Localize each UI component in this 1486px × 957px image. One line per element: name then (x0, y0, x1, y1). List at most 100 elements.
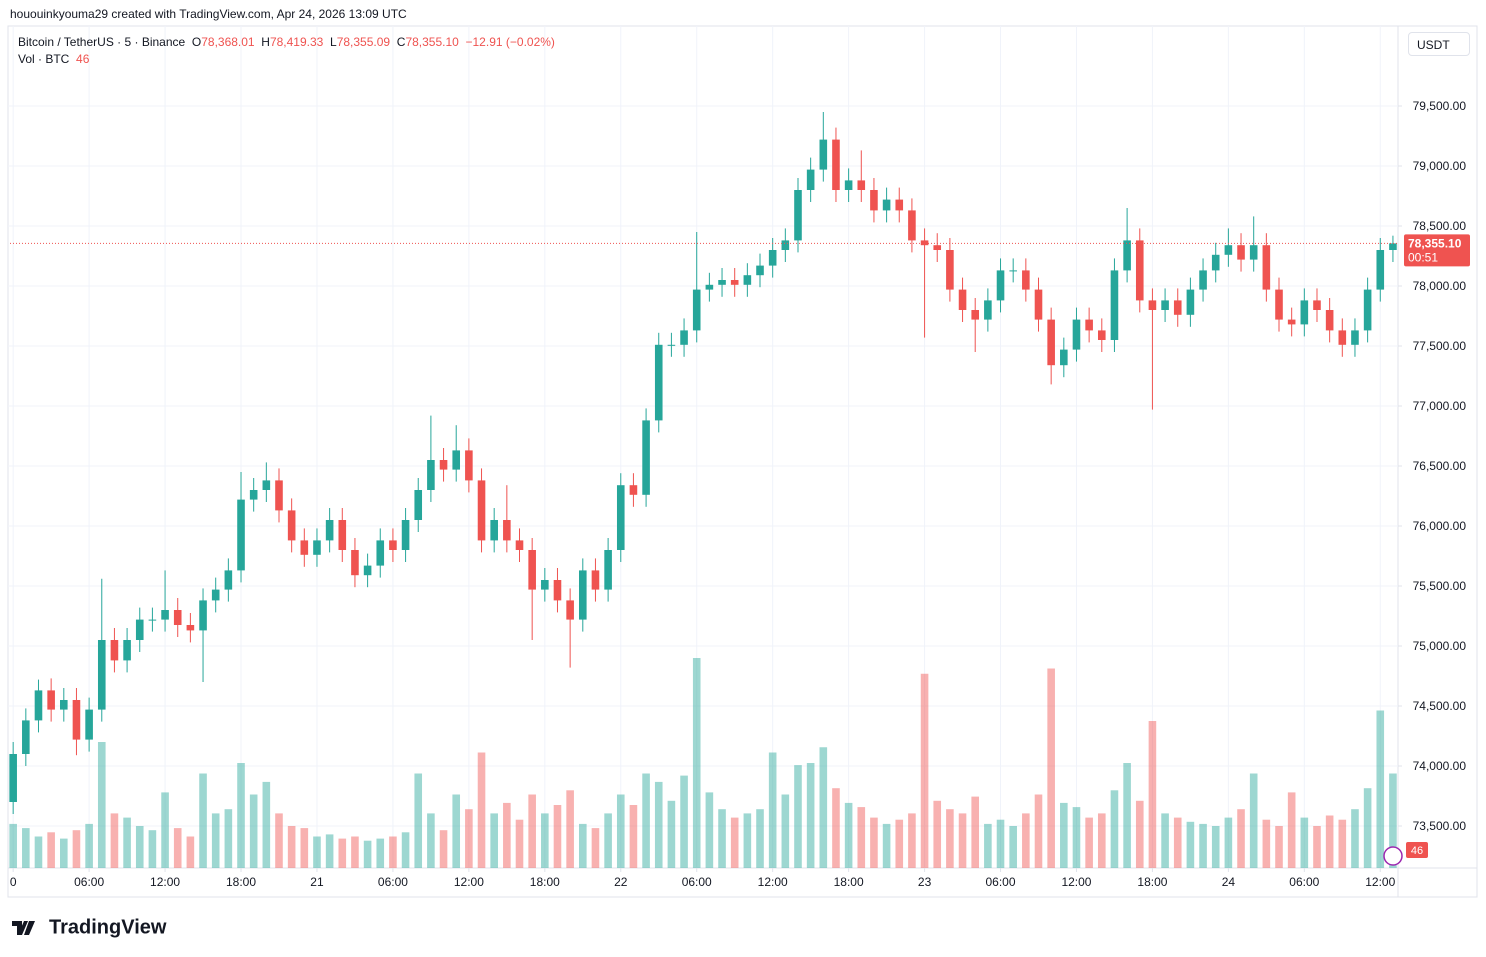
candle-body (313, 540, 321, 555)
volume-bar (692, 658, 701, 868)
volume-bar (882, 823, 891, 868)
candle-body (389, 540, 397, 550)
candle-body (211, 589, 220, 601)
candle-body (718, 280, 726, 285)
volume-bar (452, 794, 461, 868)
x-tick-label: 06:00 (682, 875, 712, 889)
x-tick-label: 06:00 (378, 875, 408, 889)
attribution: hououinkyouma29 created with TradingView… (10, 7, 407, 21)
volume-bar (401, 832, 410, 868)
ohlc-value: 78,419.33 (269, 35, 324, 49)
x-tick-label: 12:00 (454, 875, 484, 889)
volume-bar (313, 836, 321, 868)
candle-body (756, 265, 764, 276)
candle-body (262, 480, 271, 490)
candle-body (996, 270, 1005, 301)
volume-bar (1110, 790, 1119, 868)
change: −12.91 (465, 35, 503, 49)
volume-bar (528, 794, 536, 868)
volume-bar (249, 794, 258, 868)
volume-bar (984, 823, 992, 868)
volume-bar (806, 763, 815, 868)
volume-bar (110, 813, 119, 868)
candle-body (667, 344, 676, 346)
candle-body (22, 720, 30, 754)
candle-body (1173, 300, 1182, 315)
volume-bar (654, 781, 663, 868)
volume-bar (832, 788, 840, 868)
currency-button[interactable]: USDT (1408, 32, 1470, 56)
candle-body (566, 600, 574, 620)
volume-bar (173, 828, 182, 868)
y-tick-label: 78,500.00 (1413, 219, 1467, 233)
candle-body (1376, 250, 1385, 290)
x-tick-label: 06:00 (1289, 875, 1319, 889)
candle-body (604, 550, 612, 590)
volume-bar (1211, 826, 1220, 868)
x-tick-label: 18:00 (1137, 875, 1167, 889)
volume-bar (1224, 817, 1233, 868)
candle-body (148, 619, 157, 621)
candle-body (1313, 300, 1321, 310)
x-tick-label: 24 (1222, 875, 1236, 889)
candle-body (376, 540, 385, 566)
candle-body (591, 570, 600, 590)
candle-body (1123, 240, 1131, 271)
volume-bar (97, 742, 106, 868)
ohlc-value: 78,368.01 (201, 35, 255, 49)
candle-body (300, 540, 309, 555)
candle-body (794, 190, 802, 241)
candle-body (768, 250, 777, 266)
volume-bar (1085, 817, 1093, 868)
candle-body (541, 580, 549, 590)
volume-bar (1148, 721, 1157, 868)
candle-body (933, 245, 942, 250)
volume-bar (47, 832, 55, 868)
candle-body (1249, 245, 1258, 260)
candle-body (1097, 330, 1106, 340)
candle-body (34, 690, 43, 721)
volume-bar (781, 794, 790, 868)
volume-bar (730, 817, 739, 868)
volume-bar (667, 800, 676, 868)
candle-body (123, 640, 131, 661)
candle-body (895, 199, 904, 211)
volume-bar (490, 813, 498, 868)
candle-body (186, 625, 195, 631)
volume-bar (287, 826, 296, 868)
volume-bar (351, 836, 359, 868)
volume-bar (933, 800, 942, 868)
volume-bar (578, 823, 587, 868)
y-tick-label: 76,500.00 (1413, 459, 1467, 473)
volume-bar (414, 773, 423, 868)
ohlc-name: C (396, 35, 406, 49)
candle-body (1161, 300, 1169, 310)
x-tick-label: 12:00 (150, 875, 180, 889)
volume-title: Vol · BTC (18, 52, 70, 66)
volume-bar (72, 830, 81, 868)
candle-body (553, 580, 562, 601)
y-tick-label: 73,500.00 (1413, 819, 1467, 833)
candle-body (654, 344, 663, 421)
volume-row: Vol · BTC 46 (18, 52, 89, 66)
candle-body (414, 490, 423, 520)
volume-bar (237, 763, 245, 868)
volume-bar (1123, 763, 1131, 868)
volume-bar (9, 823, 17, 868)
logo-icon (12, 921, 35, 935)
ohlc-name: L (330, 35, 337, 49)
candle-body (72, 700, 81, 740)
volume-bar (895, 819, 904, 868)
candle-body (1022, 270, 1030, 290)
volume-bar (1135, 800, 1144, 868)
candle-body (1060, 349, 1068, 366)
volume-bar (1186, 821, 1195, 868)
volume-bar (1376, 710, 1385, 868)
lightning-icon (1383, 846, 1403, 866)
candle-body (1287, 319, 1296, 325)
last-volume: 46 (76, 52, 90, 66)
volume-bar (135, 826, 144, 868)
last-price-label: 78,355.10 (1408, 236, 1462, 250)
candle-body (984, 300, 992, 320)
volume-bar (389, 836, 397, 868)
